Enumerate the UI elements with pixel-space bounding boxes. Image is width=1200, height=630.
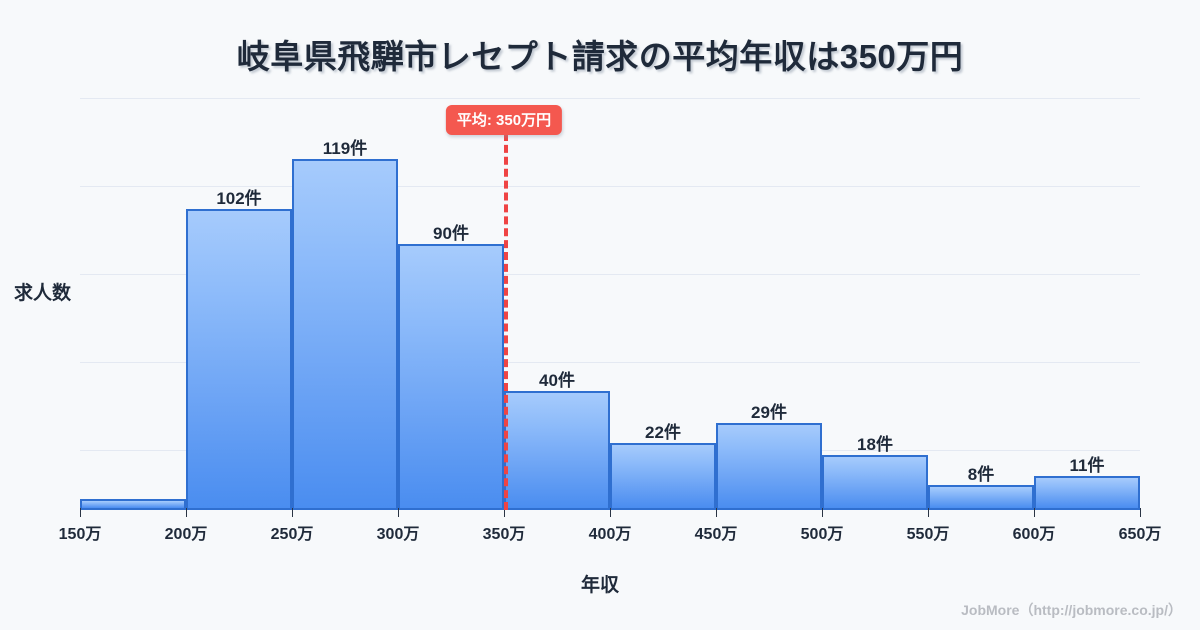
- bar: [398, 244, 504, 508]
- gridline: [80, 274, 1140, 275]
- x-tick-label: 250万: [270, 526, 314, 543]
- bar-value-label: 18件: [857, 435, 893, 455]
- page-title: 岐阜県飛騨市レセプト請求の平均年収は350万円: [236, 38, 964, 75]
- x-tick-label: 550万: [906, 526, 950, 543]
- tick-mark: [398, 508, 399, 517]
- x-tick-label: 150万: [58, 526, 102, 543]
- x-tick-label: 500万: [800, 526, 844, 543]
- x-tick-label: 400万: [588, 526, 632, 543]
- tick-mark: [504, 508, 505, 517]
- bar-value-label: 102件: [216, 188, 262, 208]
- x-axis-label: 年収: [580, 575, 619, 596]
- bar-value-label: 11件: [1069, 455, 1105, 475]
- gridline: [80, 98, 1140, 99]
- tick-mark: [610, 508, 611, 517]
- bar-value-label: 40件: [539, 370, 575, 390]
- x-tick-label: 600万: [1012, 526, 1056, 543]
- bar-value-label: 8件: [967, 464, 995, 484]
- tick-mark: [716, 508, 717, 517]
- bar: [1034, 475, 1140, 508]
- tick-mark: [1140, 508, 1141, 517]
- bar: [80, 499, 186, 508]
- bar-value-label: 22件: [645, 423, 681, 443]
- gridline: [80, 186, 1140, 187]
- bar: [928, 484, 1034, 508]
- bar-value-label: 90件: [433, 224, 469, 243]
- x-tick-label: 200万: [164, 526, 208, 543]
- tick-mark: [186, 508, 187, 517]
- tick-mark: [928, 508, 929, 517]
- bar: [186, 208, 292, 508]
- x-tick-label: 650万: [1118, 526, 1162, 543]
- tick-mark: [292, 508, 293, 517]
- tick-mark: [1034, 508, 1035, 517]
- mean-badge: 平均: 350万円: [445, 105, 563, 135]
- gridline: [80, 362, 1140, 363]
- tick-mark: [822, 508, 823, 517]
- x-tick-label: 300万: [376, 526, 420, 543]
- footer-watermark: JobMore（http://jobmore.co.jp/）: [961, 602, 1182, 618]
- tick-mark: [80, 508, 81, 517]
- bar: [610, 443, 716, 508]
- bar: [292, 158, 398, 508]
- x-tick-label: 350万: [482, 526, 526, 543]
- bar-value-label: 119件: [322, 138, 368, 158]
- x-tick-label: 450万: [694, 526, 738, 543]
- bar: [504, 390, 610, 508]
- bar: [822, 455, 928, 508]
- y-axis-label: 求人数: [14, 283, 72, 304]
- mean-line: [504, 133, 508, 510]
- bar-value-label: 29件: [751, 402, 787, 422]
- bar: [716, 422, 822, 508]
